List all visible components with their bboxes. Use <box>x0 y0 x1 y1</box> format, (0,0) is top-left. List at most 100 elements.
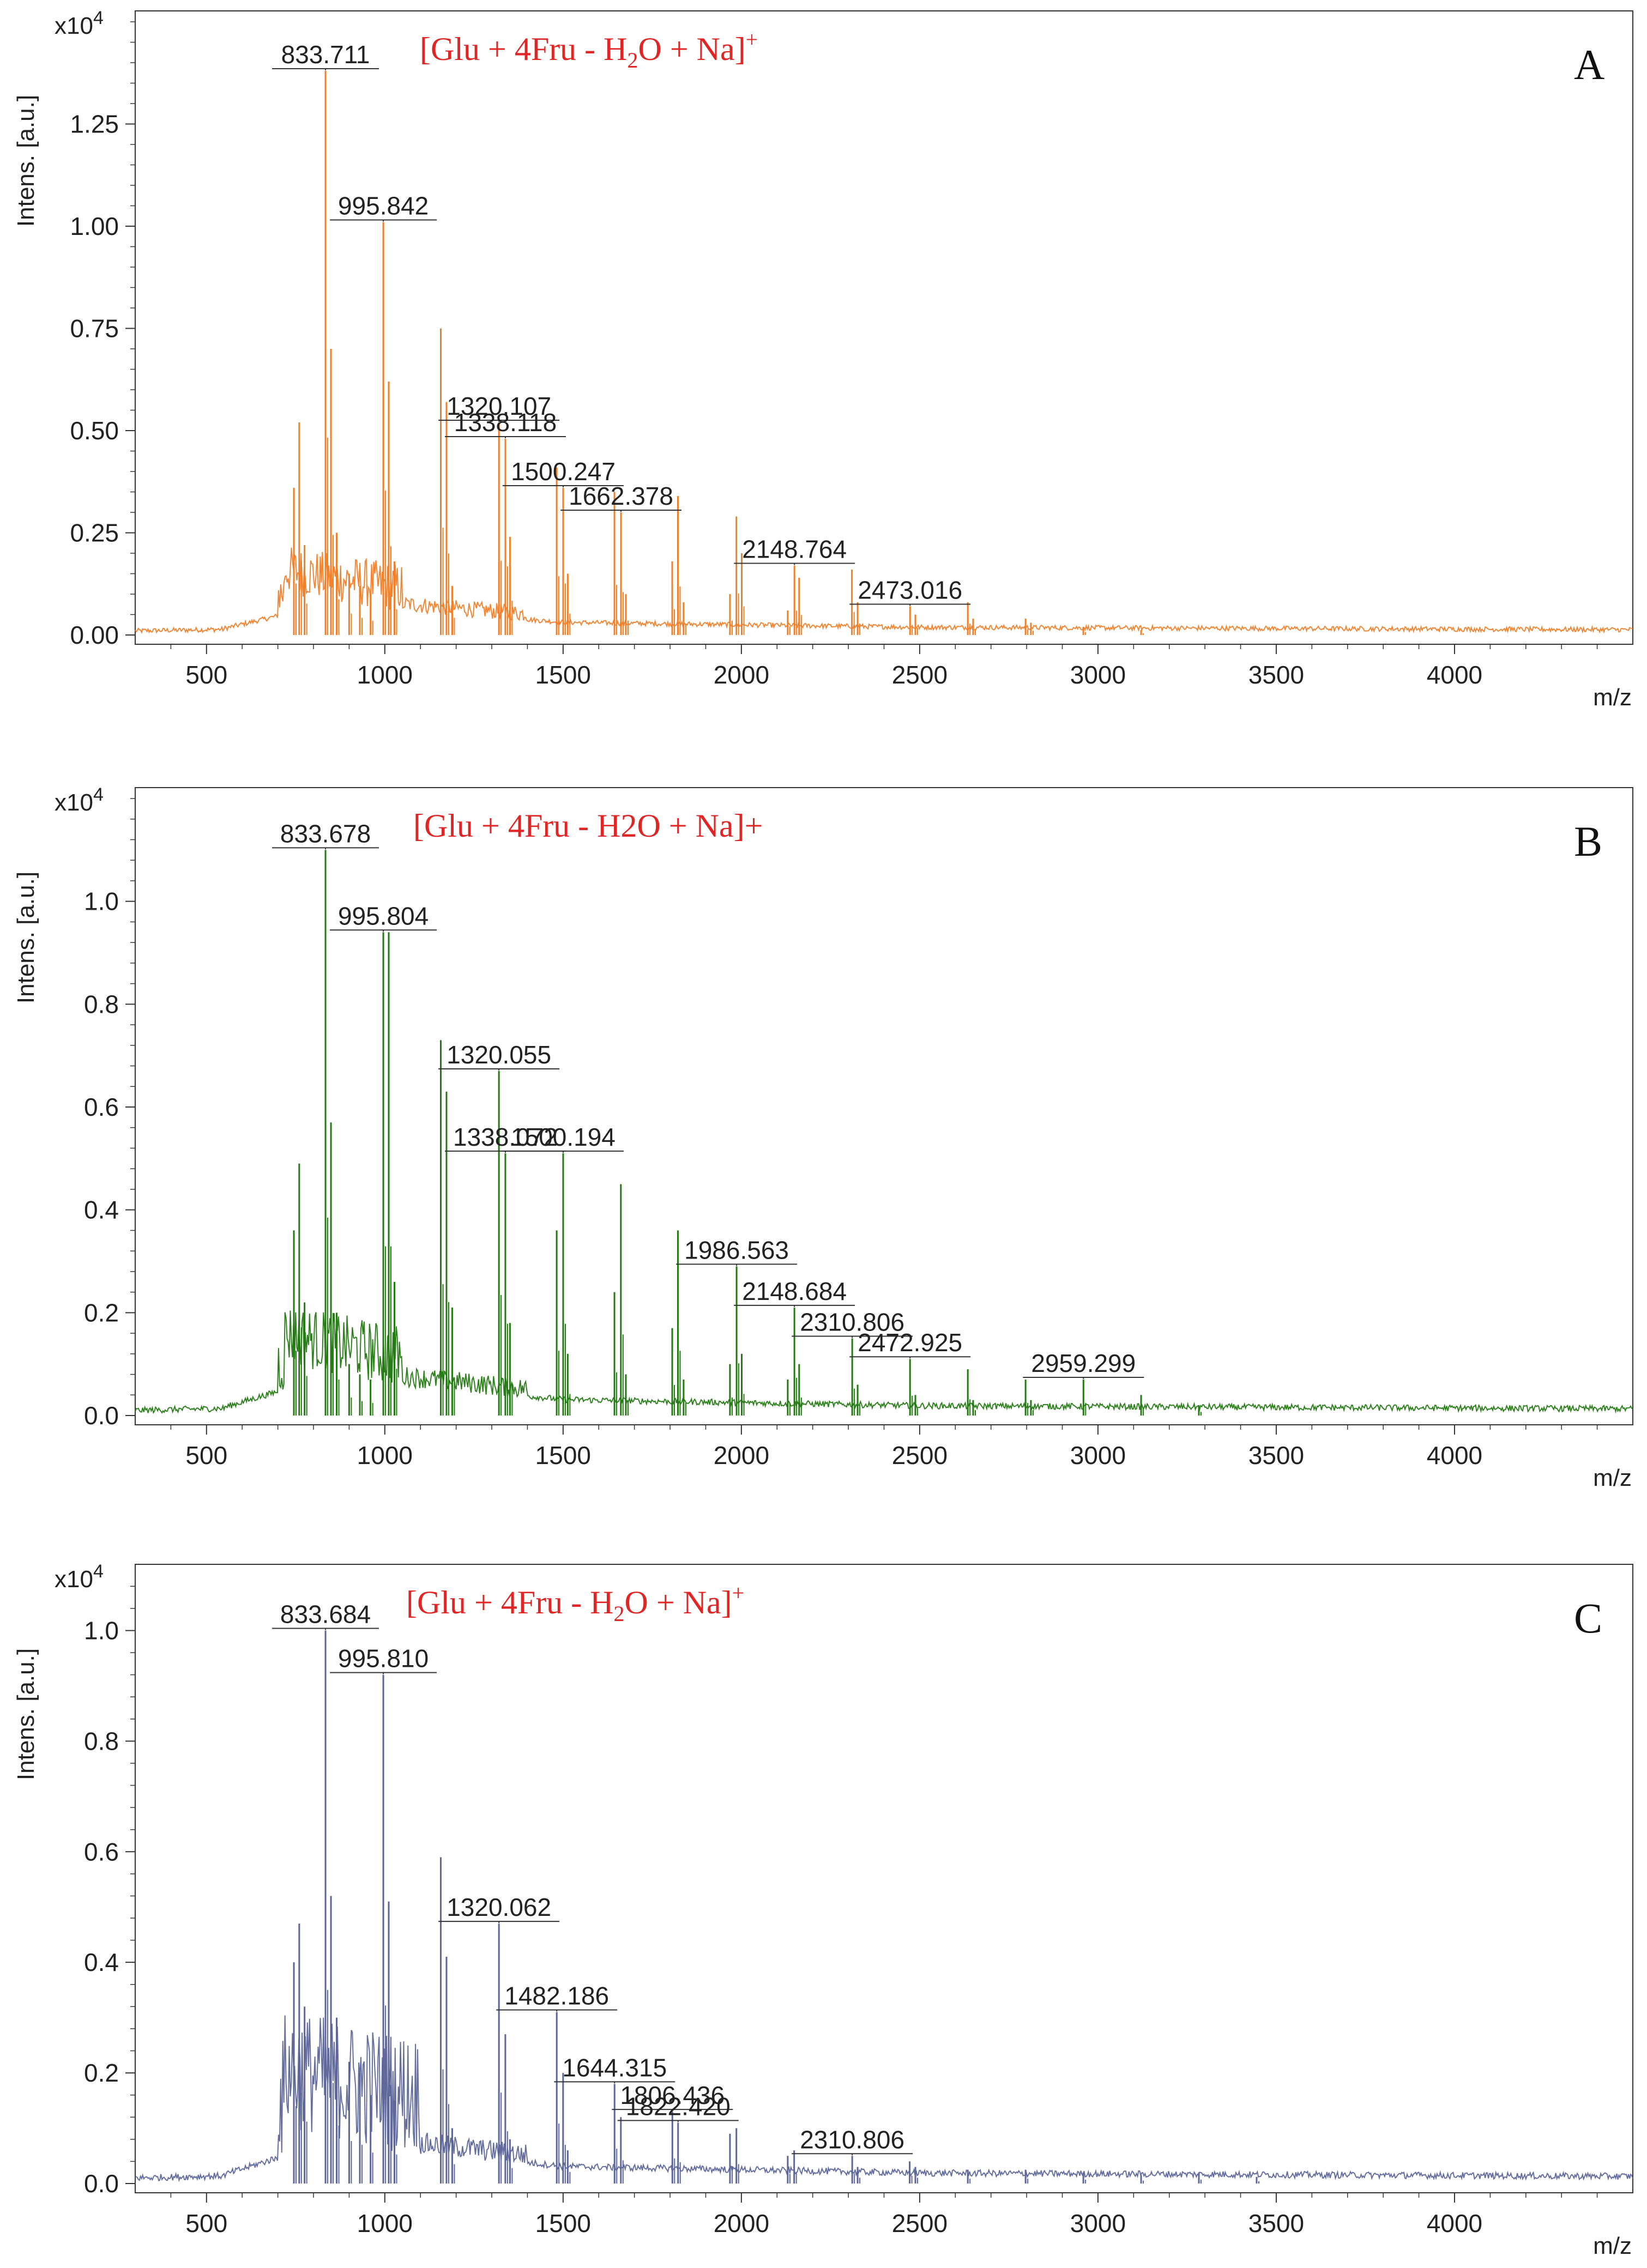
panel-b: 0.0 0.2 0.4 0.6 0.8 1.0 500 1000 1500 2000 2500 300… <box>13 784 1633 1491</box>
peak-label: 1320.055 <box>438 1041 560 1072</box>
y-tick-label: 1.0 <box>84 1616 119 1644</box>
peak-label-text: 2310.806 <box>800 2125 904 2154</box>
x-tick-label: 4000 <box>1427 1441 1482 1469</box>
peak-label: 1806.436 <box>612 2081 733 2113</box>
x-tick-label: 2500 <box>892 2209 948 2237</box>
peak-label: 2310.806 <box>792 1308 913 1340</box>
peak-label-text: 1338.072 <box>453 1123 558 1151</box>
panel-c: 0.0 0.2 0.4 0.6 0.8 1.0 500 1000 1500 2000 2500 300… <box>13 1561 1633 2259</box>
peak-label: 1644.315 <box>554 2053 675 2085</box>
x-tick-label: 4000 <box>1427 2209 1482 2237</box>
plot-frame <box>135 10 1633 645</box>
panel-label: B <box>1574 818 1602 865</box>
peak-label-text: 1986.563 <box>684 1236 789 1264</box>
y-multiplier: x104 <box>55 8 104 39</box>
y-tick-label: 0.50 <box>70 416 119 445</box>
peak-label: 2472.925 <box>849 1328 971 1360</box>
peak-label-text: 995.810 <box>338 1644 429 1673</box>
x-axis-label: m/z <box>1593 2233 1632 2259</box>
x-tick-label: 1000 <box>357 661 413 689</box>
x-tick-label: 1500 <box>535 1441 591 1469</box>
peak-label-text: 1806.436 <box>620 2081 725 2109</box>
x-tick-label: 2500 <box>892 661 948 689</box>
ion-annotation: [Glu + 4Fru - H2O + Na]+ <box>420 27 758 72</box>
peak-label-text: 1500.247 <box>511 457 616 486</box>
peak-label-text: 1822.420 <box>626 2092 731 2120</box>
peak-label-text: 1500.194 <box>511 1123 616 1151</box>
y-multiplier: x104 <box>55 1561 104 1593</box>
y-multiplier: x104 <box>55 784 104 816</box>
peak-label: 1482.186 <box>496 1981 618 2013</box>
ion-annotation: [Glu + 4Fru - H2O + Na]+ <box>406 1581 744 1626</box>
peak-label-text: 833.678 <box>280 819 371 848</box>
peak-label: 995.842 <box>330 192 437 223</box>
y-tick-label: 1.25 <box>70 110 119 138</box>
x-tick-label: 2000 <box>714 1441 769 1469</box>
y-tick-label: 0.0 <box>84 2169 119 2198</box>
spectrum-trace <box>135 2015 1633 2182</box>
peak-label-text: 2148.764 <box>742 535 847 564</box>
y-tick-label: 0.8 <box>84 990 119 1018</box>
x-tick-label: 3500 <box>1248 1441 1304 1469</box>
x-tick-label: 500 <box>185 1441 227 1469</box>
y-tick-label: 0.6 <box>84 1093 119 1121</box>
y-tick-label: 0.4 <box>84 1948 119 1976</box>
y-tick-label: 0.0 <box>84 1401 119 1430</box>
y-tick-label: 0.6 <box>84 1837 119 1866</box>
y-tick-label: 0.00 <box>70 621 119 649</box>
x-tick-label: 1000 <box>357 2209 413 2237</box>
peak-label: 995.810 <box>330 1644 437 1676</box>
x-tick-label: 3500 <box>1248 661 1304 689</box>
x-tick-label: 3500 <box>1248 2209 1304 2237</box>
peak-label-text: 995.842 <box>338 192 429 220</box>
y-tick-label: 0.2 <box>84 1298 119 1327</box>
peak-label: 1822.420 <box>617 2092 739 2124</box>
peak-label: 1320.062 <box>438 1893 560 1925</box>
peak-label: 833.678 <box>272 819 379 851</box>
panel-label: A <box>1574 41 1604 88</box>
peak-label-text: 995.804 <box>338 902 429 930</box>
ion-annotation: [Glu + 4Fru - H2O + Na]+ <box>413 808 763 844</box>
peak-label-text: 833.711 <box>281 40 370 69</box>
x-tick-label: 2500 <box>892 1441 948 1469</box>
y-tick-label: 0.25 <box>70 519 119 547</box>
x-tick-label: 3000 <box>1070 661 1126 689</box>
x-tick-label: 1000 <box>357 1441 413 1469</box>
peak-label: 995.804 <box>330 902 437 934</box>
x-tick-label: 1500 <box>535 2209 591 2237</box>
y-tick-label: 0.4 <box>84 1196 119 1224</box>
x-tick-label: 2000 <box>714 2209 769 2237</box>
y-axis-label: Intens. [a.u.] <box>13 872 39 1003</box>
spectrum-trace <box>135 1310 1633 1414</box>
peak-label: 1320.107 <box>438 392 560 424</box>
peak-label-text: 2310.806 <box>800 1308 904 1336</box>
peak-label: 833.684 <box>272 1600 379 1632</box>
peak-label-text: 2959.299 <box>1031 1349 1136 1377</box>
peak-label-text: 2148.684 <box>742 1277 847 1305</box>
y-tick-label: 0.8 <box>84 1727 119 1755</box>
x-tick-label: 500 <box>185 2209 227 2237</box>
spectrum-trace <box>135 547 1633 634</box>
y-tick-label: 1.0 <box>84 887 119 916</box>
x-tick-label: 3000 <box>1070 2209 1126 2237</box>
x-tick-label: 500 <box>185 661 227 689</box>
peak-label: 2959.299 <box>1023 1349 1144 1381</box>
peak-label: 2310.806 <box>792 2125 913 2157</box>
peak-label: 833.711 <box>272 40 379 72</box>
peak-label-text: 1320.062 <box>447 1893 551 1921</box>
peak-label: 1338.072 <box>444 1123 566 1154</box>
x-axis-label: m/z <box>1593 1465 1632 1491</box>
x-tick-label: 2000 <box>714 661 769 689</box>
panel-a: 0.00 0.25 0.50 0.75 1.00 1.25 500 1000 1500 2000 2… <box>13 8 1633 711</box>
x-tick-label: 3000 <box>1070 1441 1126 1469</box>
y-axis-label: Intens. [a.u.] <box>13 95 39 227</box>
peak-label: 1338.118 <box>444 408 566 440</box>
y-tick-label: 1.00 <box>70 212 119 240</box>
peak-label-text: 1338.118 <box>454 408 557 437</box>
y-axis-label: Intens. [a.u.] <box>13 1648 39 1780</box>
peak-label: 1662.378 <box>560 482 682 513</box>
y-tick-label: 0.75 <box>70 315 119 343</box>
peak-label: 1500.194 <box>502 1123 624 1154</box>
